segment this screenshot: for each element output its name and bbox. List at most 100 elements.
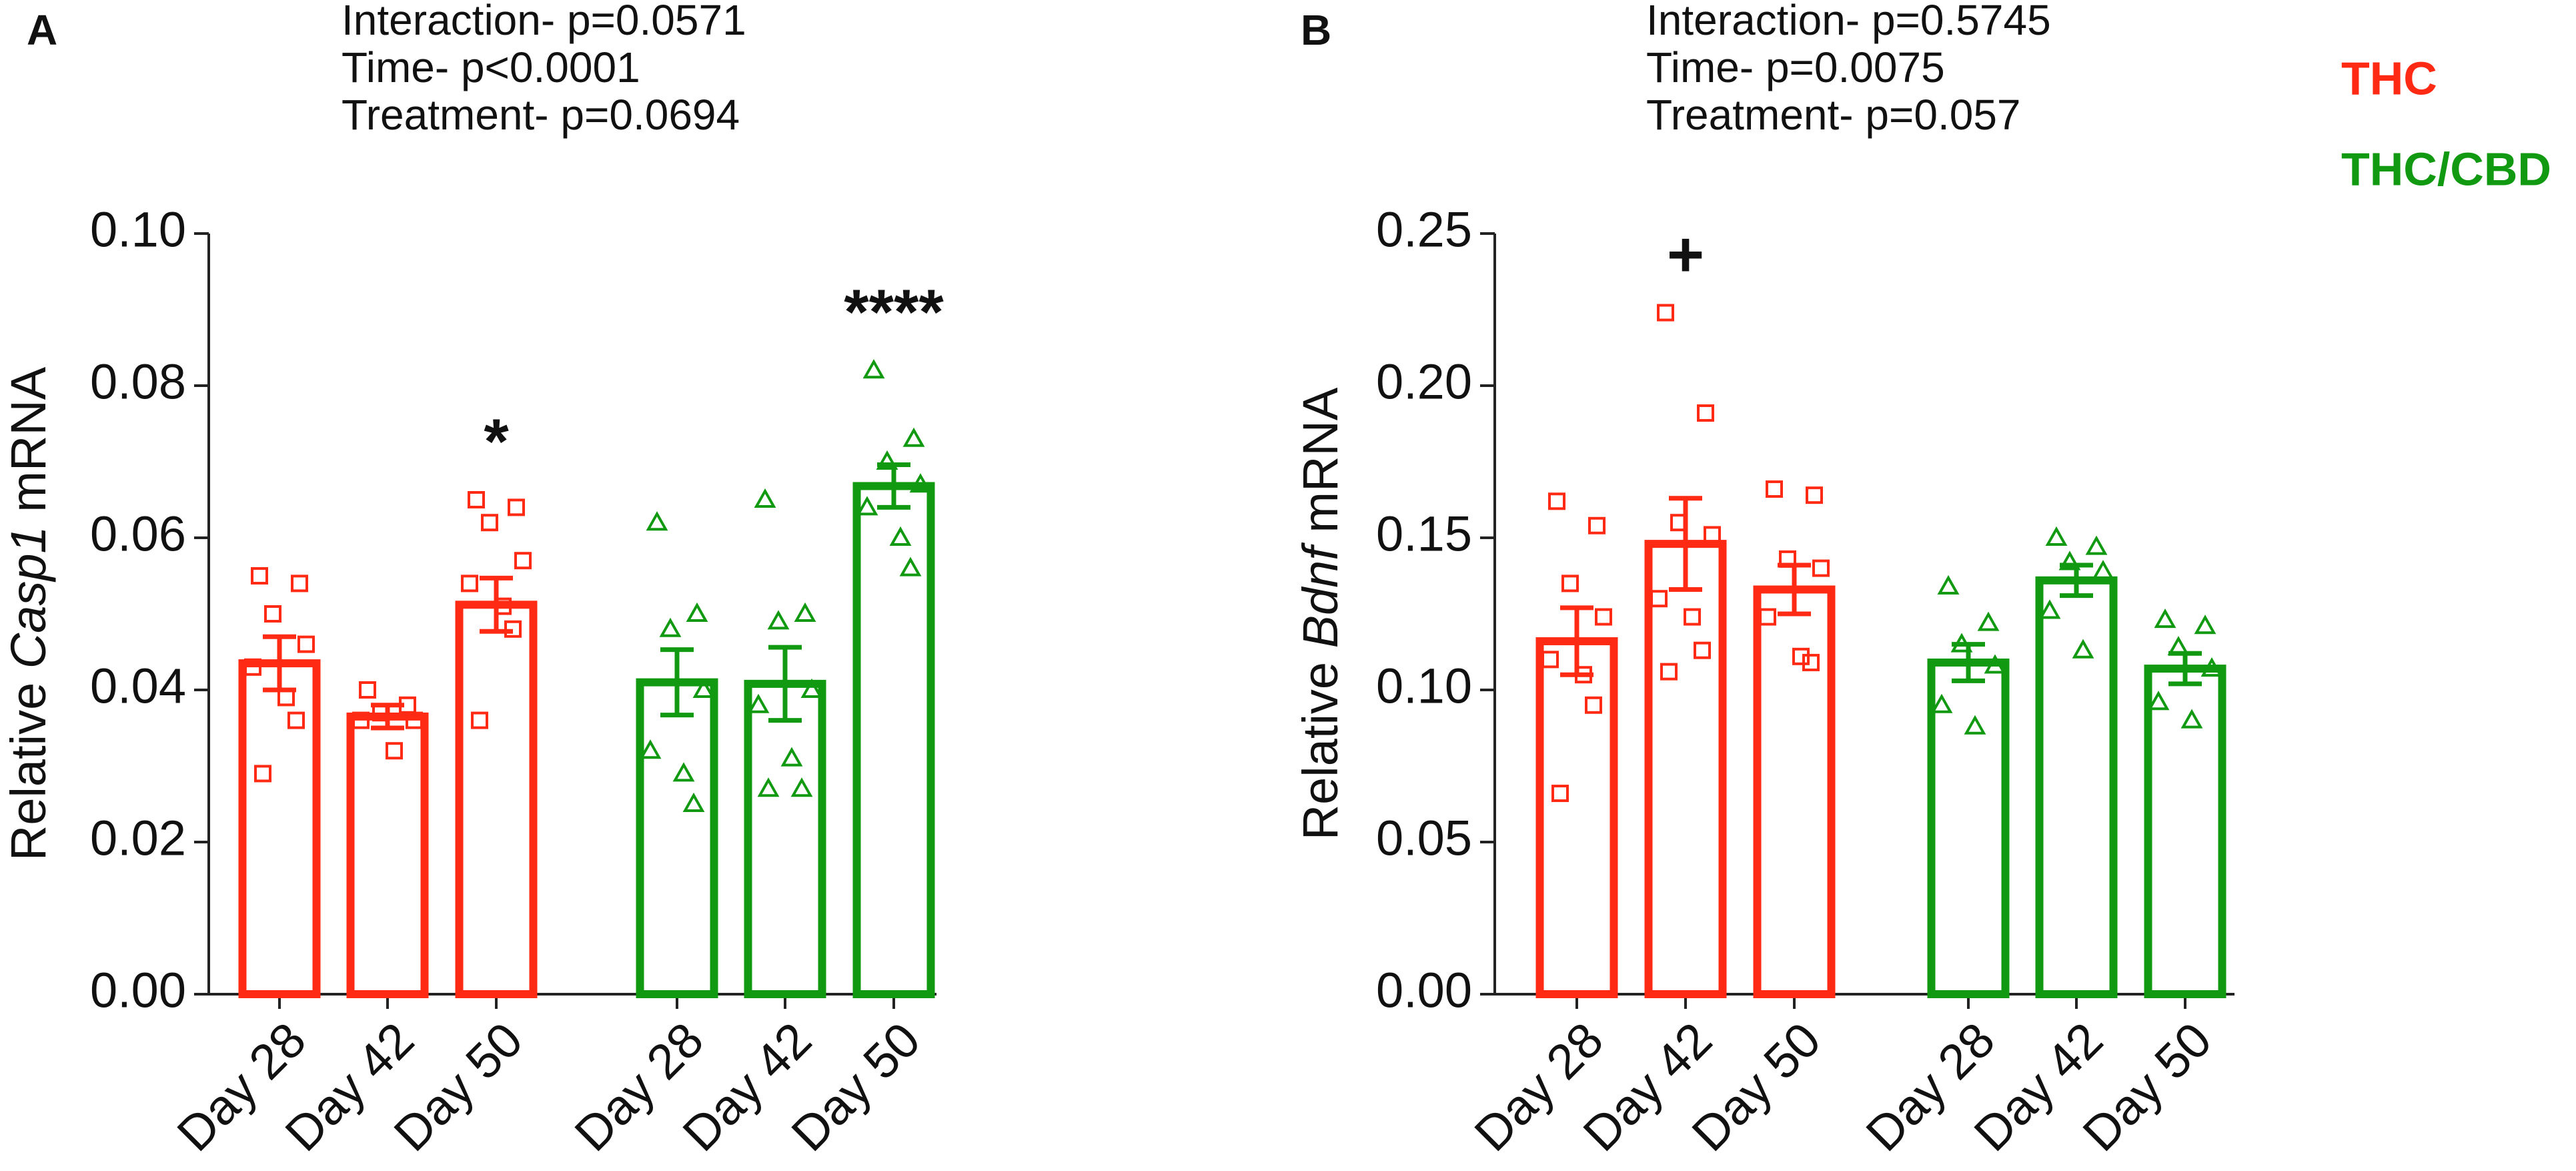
y-axis-label: Relative Bdnf mRNA [1293, 387, 1348, 840]
bar [2144, 665, 2226, 999]
data-point [1660, 663, 1678, 681]
stat-text: Treatment- p=0.0694 [342, 91, 740, 139]
significance-marker: **** [844, 277, 944, 348]
data-point [1977, 611, 2000, 631]
data-point [686, 602, 708, 622]
data-point [876, 450, 898, 470]
data-point [757, 777, 780, 797]
y-tick-label: 0.06 [90, 506, 186, 562]
data-point [1802, 653, 1820, 671]
y-axis-label-part: mRNA [1, 366, 56, 526]
data-point [1759, 608, 1776, 626]
data-point [909, 473, 932, 493]
data-point [2085, 535, 2108, 555]
stat-text: Interaction- p=0.5745 [1646, 0, 2051, 44]
y-tick-label: 0.15 [1376, 506, 1472, 562]
panel-label: B [1301, 6, 1331, 54]
y-tick-label: 0.08 [90, 354, 186, 410]
data-point [1964, 715, 1986, 735]
bar [744, 679, 826, 998]
data-point [1650, 590, 1668, 608]
data-point [277, 689, 295, 707]
data-point [790, 777, 813, 797]
y-axis-label: Relative Casp1 mRNA [1, 366, 56, 861]
data-point [264, 605, 281, 623]
data-point [1670, 514, 1688, 532]
bar [2035, 576, 2118, 998]
data-point [2072, 639, 2094, 659]
data-point [2045, 526, 2068, 546]
data-point [1657, 304, 1674, 322]
data-point [1595, 608, 1612, 626]
data-point [1585, 696, 1602, 714]
significance-marker: * [484, 406, 509, 477]
data-point [692, 678, 715, 698]
y-tick-label: 0.05 [1376, 811, 1472, 866]
data-point [794, 602, 816, 622]
data-point [291, 574, 308, 593]
bar [636, 678, 718, 998]
data-point [672, 762, 695, 782]
data-point [352, 711, 370, 729]
y-tick-label: 0.02 [90, 811, 186, 866]
data-point [1575, 666, 1592, 684]
data-point [1588, 516, 1605, 534]
data-point [902, 427, 925, 447]
panel-label: A [27, 6, 57, 54]
data-point [2154, 609, 2176, 629]
data-point [639, 739, 662, 759]
stat-text: Interaction- p=0.0571 [342, 0, 746, 44]
data-point [1697, 404, 1714, 422]
data-point [468, 491, 485, 508]
y-tick-label: 0.20 [1376, 354, 1472, 410]
data-point [504, 620, 522, 638]
legend-entry: THC [2341, 52, 2437, 104]
data-point [646, 511, 668, 531]
data-point [899, 556, 922, 576]
y-tick-label: 0.00 [90, 963, 186, 1018]
y-axis-label-part: Bdnf [1293, 542, 1348, 649]
data-point [1704, 526, 1721, 544]
y-axis-label-part: Casp1 [1, 526, 56, 669]
data-point [2194, 615, 2216, 635]
y-tick-label: 0.10 [90, 202, 186, 258]
data-point [1806, 486, 1823, 504]
data-point [297, 635, 315, 653]
data-point [471, 711, 488, 729]
data-point [244, 658, 261, 676]
data-point [1684, 608, 1701, 626]
data-point [251, 567, 268, 584]
data-point [1950, 633, 1973, 653]
stat-text: Treatment- p=0.057 [1646, 91, 2021, 139]
data-point [2092, 560, 2114, 580]
bar [1535, 637, 1618, 998]
bar [238, 659, 321, 998]
data-point [359, 681, 376, 699]
significance-marker: + [1667, 219, 1704, 290]
data-point [2058, 550, 2081, 570]
y-axis-label-part: mRNA [1293, 387, 1348, 546]
data-point [372, 704, 390, 722]
data-point [2167, 636, 2190, 656]
data-point [2147, 691, 2170, 711]
data-point [254, 765, 271, 783]
data-point [659, 617, 682, 637]
y-tick-label: 0.00 [1376, 963, 1472, 1018]
data-point [780, 747, 803, 767]
data-point [1694, 641, 1711, 659]
data-point [1766, 480, 1783, 498]
y-tick-label: 0.04 [90, 659, 186, 714]
y-axis-label-part: Relative [1293, 648, 1348, 840]
data-point [754, 488, 776, 508]
data-point [1551, 785, 1569, 803]
data-point [1548, 492, 1565, 510]
data-point [800, 678, 823, 698]
data-point [461, 574, 478, 593]
data-point [508, 498, 525, 516]
data-point [2038, 599, 2061, 619]
data-point [481, 514, 498, 532]
bar [852, 482, 935, 998]
data-point [1937, 574, 1960, 595]
